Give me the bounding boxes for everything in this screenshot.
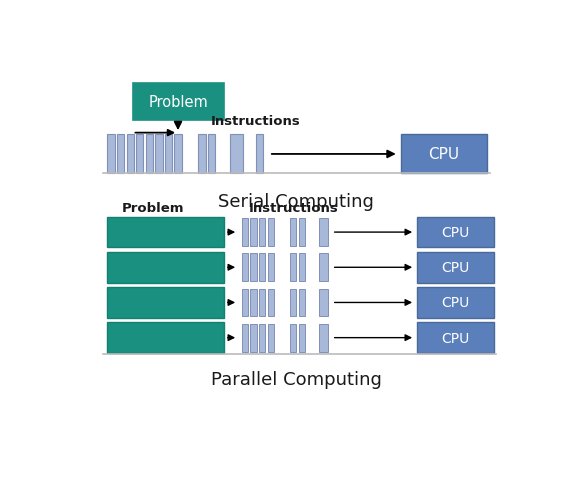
Bar [259, 219, 265, 246]
Bar [319, 324, 328, 352]
Text: CPU: CPU [429, 147, 460, 162]
Text: Problem: Problem [122, 202, 184, 215]
Bar [242, 219, 248, 246]
Bar [117, 135, 124, 174]
Bar [242, 254, 248, 282]
Bar [256, 135, 264, 174]
Bar [299, 324, 305, 352]
Bar [268, 289, 274, 317]
Bar [230, 135, 244, 174]
Text: CPU: CPU [441, 226, 470, 240]
Text: Serial Computing: Serial Computing [218, 192, 375, 210]
Bar [242, 289, 248, 317]
Bar [268, 324, 274, 352]
Bar [242, 324, 248, 352]
Bar [290, 289, 296, 317]
Bar [319, 289, 328, 317]
Bar [401, 135, 487, 174]
Bar [299, 254, 305, 282]
Bar [319, 254, 328, 282]
Bar [268, 254, 274, 282]
Bar [107, 288, 224, 318]
Bar [133, 84, 224, 120]
Bar [250, 289, 257, 317]
Bar [127, 135, 134, 174]
Bar [259, 324, 265, 352]
Bar [107, 217, 224, 248]
Bar [250, 324, 257, 352]
Text: Problem: Problem [148, 95, 208, 109]
Bar [290, 219, 296, 246]
Bar [250, 219, 257, 246]
Text: Instructions: Instructions [211, 115, 300, 128]
Bar [198, 135, 206, 174]
Bar [107, 135, 115, 174]
Text: Parallel Computing: Parallel Computing [211, 370, 382, 388]
Bar [259, 289, 265, 317]
Bar [417, 217, 494, 248]
Bar [417, 323, 494, 353]
Bar [290, 254, 296, 282]
Bar [174, 135, 181, 174]
Text: CPU: CPU [441, 331, 470, 345]
Bar [165, 135, 172, 174]
Bar [107, 252, 224, 283]
Bar [417, 288, 494, 318]
Bar [417, 252, 494, 283]
Bar [136, 135, 143, 174]
Bar [290, 324, 296, 352]
Bar [155, 135, 163, 174]
Bar [146, 135, 153, 174]
Bar [208, 135, 215, 174]
Text: Instructions: Instructions [249, 202, 339, 215]
Text: CPU: CPU [441, 296, 470, 310]
Bar [299, 289, 305, 317]
Bar [250, 254, 257, 282]
Bar [299, 219, 305, 246]
Bar [268, 219, 274, 246]
Bar [107, 323, 224, 353]
Bar [259, 254, 265, 282]
Bar [319, 219, 328, 246]
Text: CPU: CPU [441, 261, 470, 275]
